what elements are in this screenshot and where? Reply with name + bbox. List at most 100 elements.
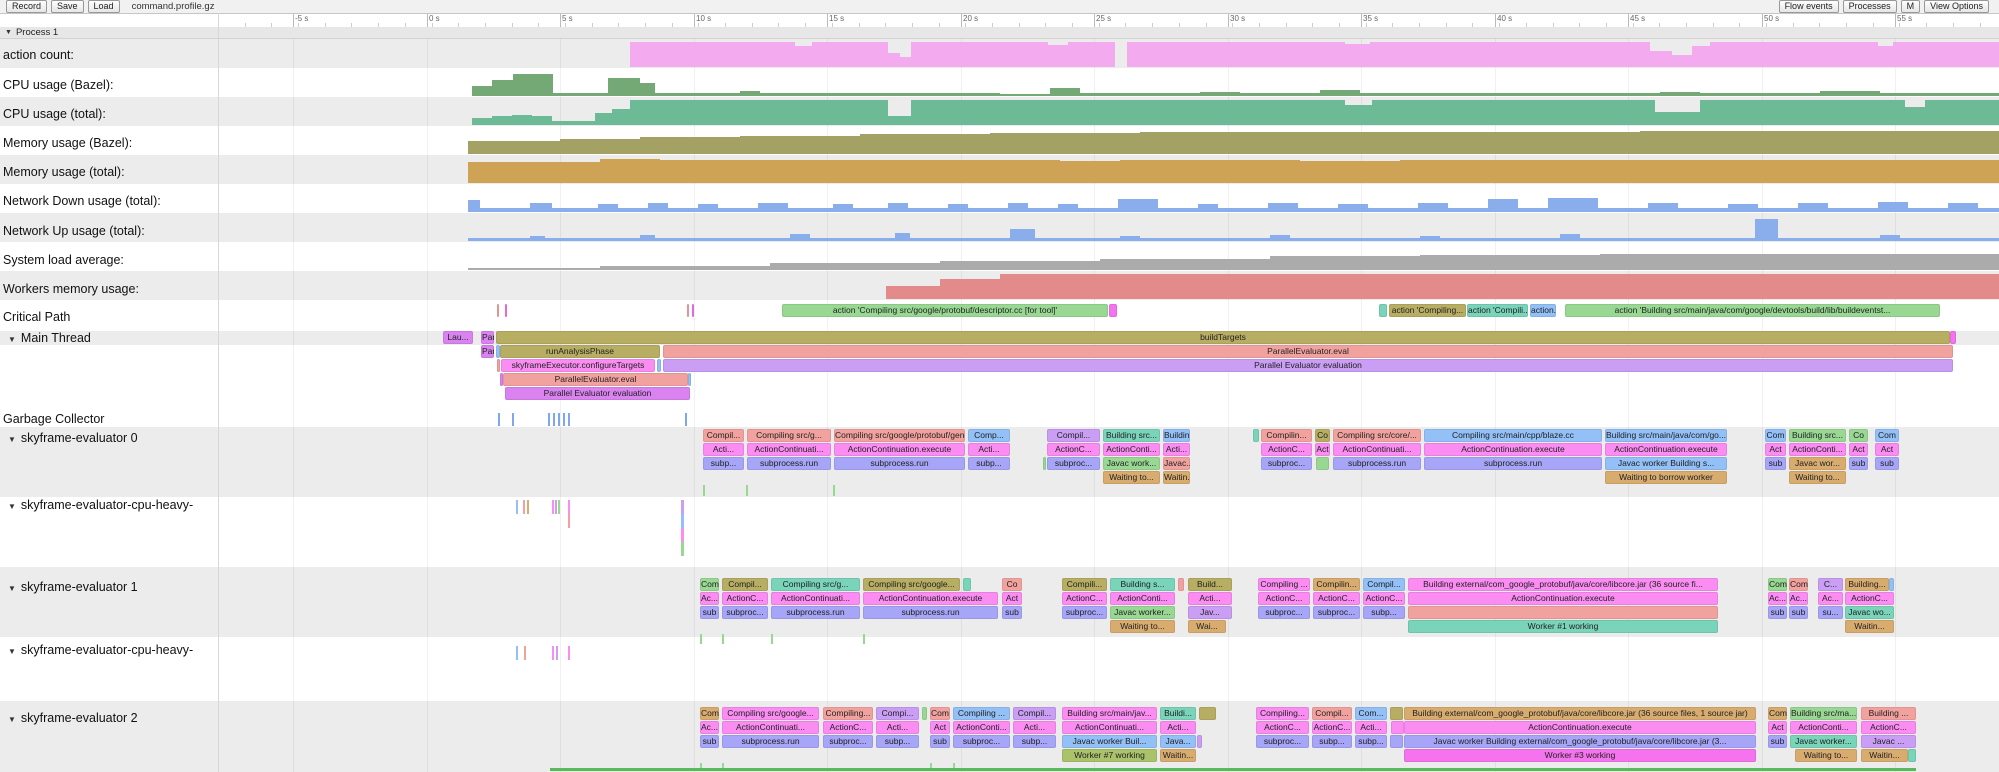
trace-event[interactable]: Worker #3 working [1404,749,1756,762]
trace-event[interactable]: Javac worker... [1110,606,1175,619]
trace-event[interactable]: Compiling src/main/cpp/blaze.cc [1424,429,1602,442]
trace-event[interactable] [688,373,691,386]
trace-event[interactable]: Acti... [876,721,919,734]
trace-event[interactable]: Building s... [1110,578,1175,591]
trace-event-tick[interactable] [516,646,518,660]
trace-event[interactable]: su... [1818,606,1843,619]
trace-event[interactable] [1197,735,1202,748]
trace-event[interactable]: Act [1849,443,1868,456]
trace-event[interactable]: action 'Compili... [1467,304,1528,317]
trace-event[interactable]: Building src... [1789,429,1846,442]
trace-event[interactable]: Com [930,707,950,720]
trace-event[interactable]: Java... [1160,735,1196,748]
trace-event[interactable]: Par [481,345,494,358]
trace-event[interactable] [922,707,927,720]
trace-event-tick[interactable] [681,528,684,542]
trace-event[interactable]: ActionContinuation.execute [863,592,998,605]
metrics-button[interactable]: M [1900,0,1921,13]
trace-event[interactable]: subprocess.run [1333,457,1421,470]
view-options-button[interactable]: View Options [1924,0,1989,13]
trace-event[interactable]: ActionContinuati... [1062,721,1157,734]
trace-event[interactable]: subprocess.run [863,606,998,619]
trace-event[interactable]: Compiling src/g... [747,429,831,442]
trace-event[interactable]: subp... [876,735,919,748]
trace-event[interactable]: Javac worker... [1790,735,1857,748]
trace-event[interactable]: Com [1765,429,1786,442]
trace-event[interactable]: sub [700,606,719,619]
trace-event[interactable]: Compiling... [823,707,873,720]
trace-event[interactable]: ActionC... [722,592,768,605]
trace-event[interactable]: ActionContinuati... [747,443,831,456]
trace-event[interactable] [505,304,507,317]
trace-event[interactable]: sub [1849,457,1868,470]
trace-event[interactable]: ActionC... [1313,592,1360,605]
trace-event[interactable]: runAnalysisPhase [500,345,660,358]
trace-event-tick[interactable] [833,485,835,496]
trace-event[interactable]: Waiting to... [1110,620,1175,633]
trace-event[interactable]: subproc... [823,735,873,748]
trace-event[interactable]: sub [1765,457,1786,470]
trace-event[interactable]: Com... [1355,707,1387,720]
trace-event[interactable]: Compiling... [1256,707,1309,720]
trace-event[interactable]: ActionC... [1261,443,1312,456]
trace-event-tick[interactable] [568,514,570,528]
trace-event[interactable] [1199,707,1216,720]
chart-cpu-usage-bazel-[interactable] [218,68,1999,97]
trace-event[interactable]: Compiling src/core/... [1333,429,1421,442]
trace-event-tick[interactable] [512,413,514,426]
trace-event-tick[interactable] [523,500,525,514]
trace-event[interactable]: ParallelEvaluator.eval [503,373,688,386]
trace-event[interactable]: Building external/com_google_protobuf/ja… [1404,707,1756,720]
trace-event[interactable]: Build... [1188,578,1232,591]
trace-event[interactable]: Compiling ... [953,707,1010,720]
trace-event[interactable]: Ac... [1768,592,1787,605]
trace-event[interactable]: subprocess.run [1424,457,1602,470]
trace-event[interactable] [1391,721,1404,734]
chart-memory-usage-total-[interactable] [218,155,1999,184]
trace-event-tick[interactable] [498,413,500,426]
trace-event-tick[interactable] [722,763,724,771]
trace-event[interactable]: Acti... [1355,721,1387,734]
trace-event[interactable]: Jav... [1188,606,1232,619]
trace-event[interactable]: Compi... [876,707,919,720]
trace-event[interactable]: ActionC... [1312,721,1352,734]
trace-event[interactable]: subprocess.run [747,457,831,470]
trace-event[interactable]: subprocess.run [771,606,860,619]
trace-event[interactable] [497,304,499,317]
trace-event[interactable]: sub [1789,606,1808,619]
trace-event[interactable]: action 'Building src/main/java/com/googl… [1565,304,1940,317]
trace-event[interactable]: Comp... [968,429,1010,442]
collapse-arrow[interactable]: ▼ [8,335,16,344]
trace-event[interactable]: Buildin... [1163,429,1190,442]
collapse-arrow[interactable]: ▼ [8,647,16,656]
trace-event[interactable]: Com [700,578,719,591]
chart-workers-memory-usage[interactable] [218,271,1999,300]
trace-event[interactable]: Acti... [1188,592,1232,605]
trace-event-tick[interactable] [700,634,702,644]
chart-action-count[interactable] [218,39,1999,68]
trace-event[interactable]: Javac wo... [1845,606,1894,619]
trace-event[interactable] [1109,304,1117,317]
trace-event[interactable] [496,345,500,358]
trace-event[interactable]: ActionContinuati... [722,721,819,734]
trace-event[interactable]: Javac worker Building external/com_googl… [1404,735,1756,748]
trace-event[interactable]: Compil... [703,429,744,442]
trace-event[interactable] [500,373,503,386]
flow-events-button[interactable]: Flow events [1778,0,1839,13]
trace-event-tick[interactable] [685,413,687,426]
trace-event[interactable]: Waitin... [1861,749,1908,762]
trace-event[interactable]: Compil... [1047,429,1100,442]
trace-event[interactable]: subp... [1355,735,1387,748]
chart-network-up-usage-total-[interactable] [218,213,1999,242]
trace-event[interactable]: ActionC... [1363,592,1405,605]
trace-event[interactable] [1390,735,1403,748]
trace-event-tick[interactable] [553,413,555,426]
timeline-ruler[interactable]: -5 s 0 s 5 s 10 s 15 s 20 s 25 s 30 s 35 s 40 s 45… [0,14,1999,27]
trace-event[interactable]: Compil... [1013,707,1056,720]
trace-event[interactable] [687,304,689,317]
trace-event[interactable]: Compil... [1312,707,1352,720]
trace-event[interactable]: subproc... [722,606,768,619]
trace-event[interactable] [1043,457,1046,470]
trace-event-tick[interactable] [863,634,865,644]
trace-event-tick[interactable] [746,485,748,496]
